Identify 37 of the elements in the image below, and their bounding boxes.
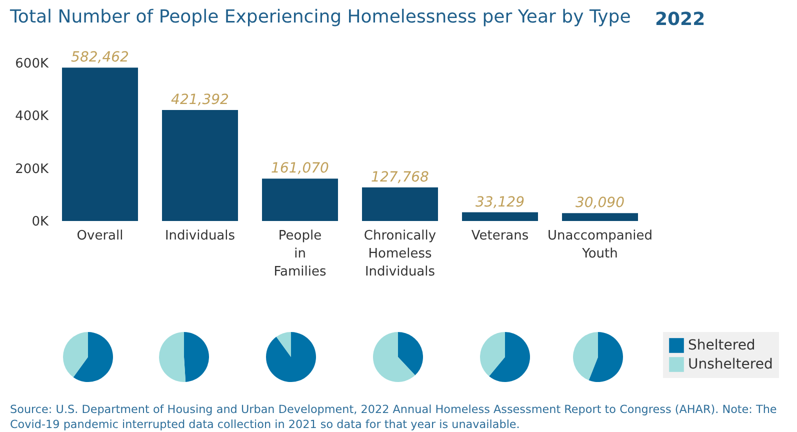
pie-slice [73,332,113,382]
pie-slice [159,332,186,382]
bar [562,213,638,221]
pie-slice [480,332,505,376]
y-tick-label: 600K [15,56,49,72]
pie-slice [63,332,88,378]
data-label: 127,768 [371,169,430,186]
x-tick-label: Veterans [471,228,529,244]
y-tick-label: 0K [32,214,49,230]
pie-slice [373,332,416,382]
data-label: 161,070 [271,160,330,177]
x-tick-label: People in Families [274,228,326,280]
chart-title: Total Number of People Experiencing Homelessness per Year by Type [9,6,631,28]
source-note: Source: U.S. Department of Housing and Urban Development, 2022 Annual Homeless Assessment Report to Congress (AHAR). Note: The Covid-19 pandemic interrupted data collection in 2021 so data for that year is unavailable. [10,402,778,432]
pie-slice [184,332,209,382]
pie-slice [489,332,530,382]
legend-label: Unsheltered [688,356,773,372]
y-tick-label: 400K [15,109,49,124]
pie-slice [588,332,623,382]
bar [362,187,438,221]
text: 2022 [655,9,706,30]
legend-label: Sheltered [688,338,756,354]
x-tick-label: Unaccompanied Youth [548,228,652,262]
bar [162,110,238,221]
bar [62,68,138,221]
pie-slice [398,332,423,376]
bar [262,178,338,221]
data-label: 582,462 [71,50,130,66]
x-tick-label: Overall [76,228,124,244]
pie-slice [573,332,598,380]
y-tick-label: 200K [15,162,49,177]
data-label: 33,129 [476,194,525,210]
x-tick-label: Individuals [164,228,236,244]
data-label: 421,392 [171,92,230,108]
bar [462,212,538,221]
x-tick-label: Chronically Homeless Individuals [364,228,436,280]
data-label: 30,090 [576,195,625,212]
